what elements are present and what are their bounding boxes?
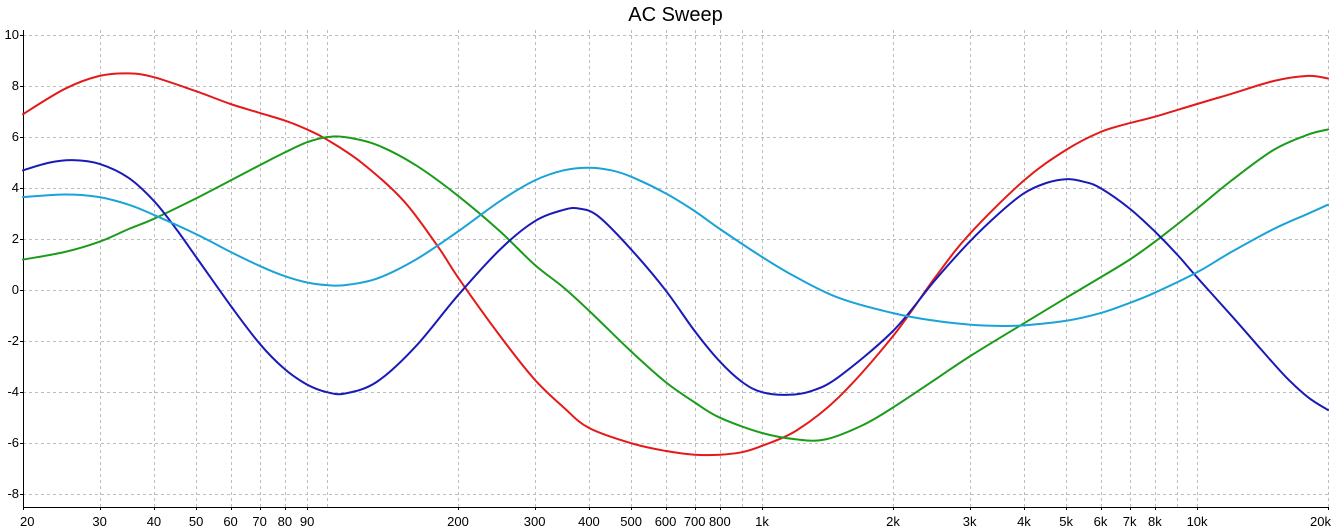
x-tick-label: 10k (1187, 514, 1208, 529)
series-line-3 (22, 159, 1329, 412)
y-tick-label: -2 (7, 333, 19, 348)
x-tick-label: 3k (963, 514, 977, 529)
y-tick-label: 6 (12, 129, 19, 144)
x-tick-label: 5k (1059, 514, 1073, 529)
x-tick-label: 400 (578, 514, 600, 529)
x-tick-label: 50 (189, 514, 203, 529)
x-tick-label: 300 (524, 514, 546, 529)
x-tick-label: 30 (92, 514, 106, 529)
series-line-2 (22, 128, 1329, 442)
x-tick-label: 600 (655, 514, 677, 529)
x-tick-label: 60 (223, 514, 237, 529)
y-tick-label: 4 (12, 180, 19, 195)
x-tick-label: 700 (684, 514, 706, 529)
x-tick-label: 70 (252, 514, 266, 529)
y-axis-tick-labels: 10 8 6 4 2 0 -2 -4 -6 -8 (5, 27, 23, 501)
x-tick-label: 4k (1017, 514, 1031, 529)
grid (23, 30, 1329, 507)
x-tick-label: 8k (1148, 514, 1162, 529)
series-lines (22, 72, 1329, 457)
series-line-1 (22, 72, 1329, 457)
y-tick-label: 0 (12, 282, 19, 297)
x-tick-label: 20 (20, 514, 34, 529)
x-tick-label: 500 (620, 514, 642, 529)
x-tick-label: 80 (278, 514, 292, 529)
y-tick-label: 8 (12, 78, 19, 93)
x-axis-tick-labels: 20 30 40 50 60 70 80 90 200 300 400 500 600 700 800 1k 2… (20, 507, 1331, 529)
x-tick-label: 2k (886, 514, 900, 529)
x-tick-label: 40 (147, 514, 161, 529)
x-tick-label: 1k (755, 514, 769, 529)
y-tick-label: -6 (7, 435, 19, 450)
y-tick-label: -4 (7, 384, 19, 399)
x-tick-label: 90 (300, 514, 314, 529)
x-tick-label: 6k (1094, 514, 1108, 529)
x-tick-label: 7k (1123, 514, 1137, 529)
x-tick-label: 20k (1310, 514, 1331, 529)
chart-title: AC Sweep (628, 4, 723, 26)
y-tick-label: 2 (12, 231, 19, 246)
y-tick-label: -8 (7, 486, 19, 501)
axes (23, 30, 1328, 508)
x-tick-label: 200 (447, 514, 469, 529)
series-line-4 (22, 166, 1329, 327)
y-tick-label: 10 (5, 27, 19, 42)
x-tick-label: 800 (709, 514, 731, 529)
